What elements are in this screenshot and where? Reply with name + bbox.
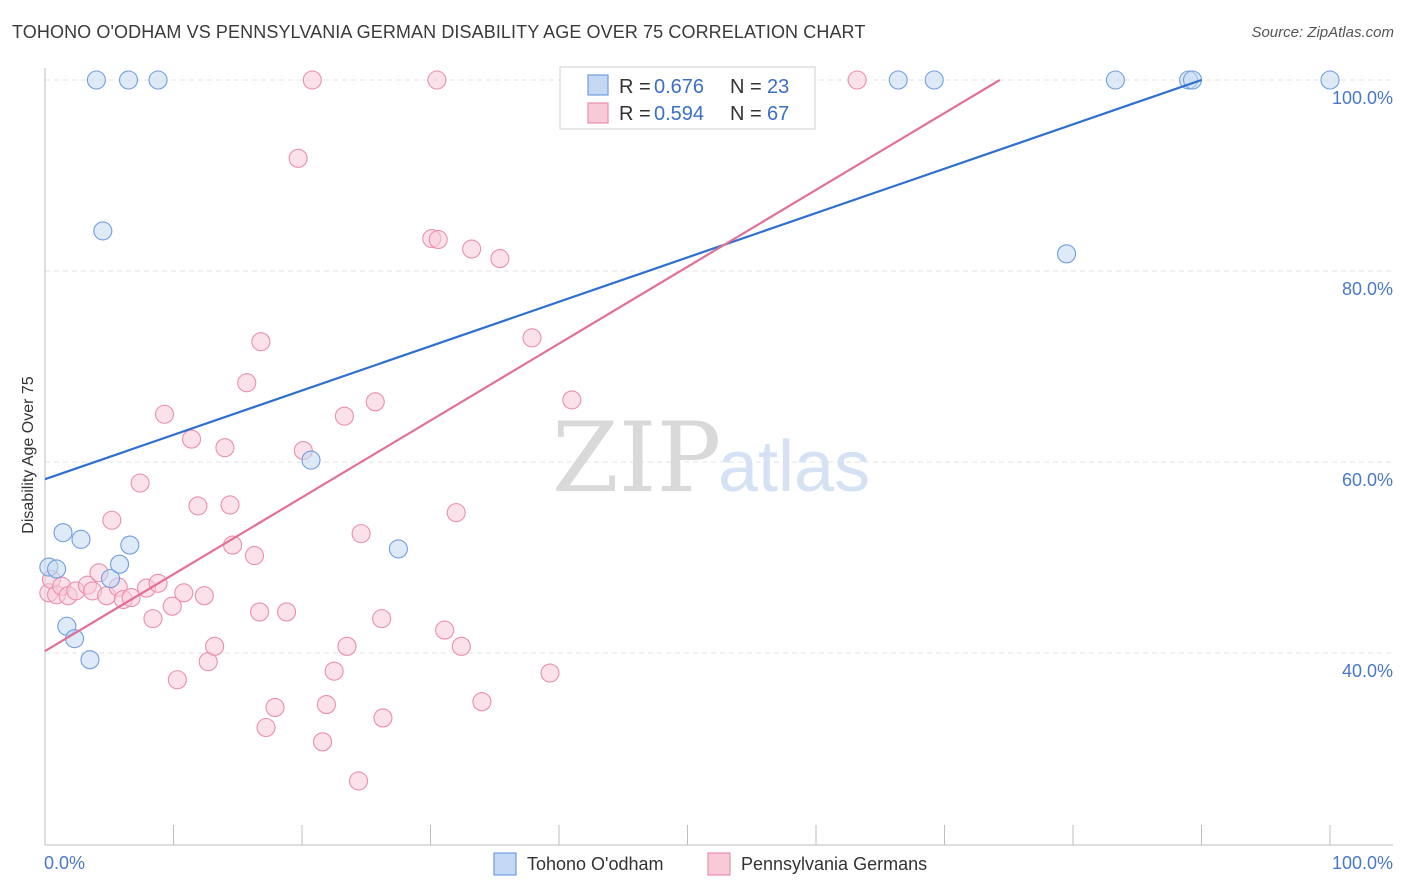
point-series1-54: [446, 503, 466, 523]
point-series1-39: [302, 70, 322, 90]
point-series1-61: [562, 390, 582, 410]
point-series0-19: [1105, 70, 1125, 90]
point-series0-14: [301, 450, 321, 470]
point-series1-35: [265, 697, 285, 717]
legend-swatch-penn-german: [587, 102, 609, 124]
point-series0-18: [1057, 244, 1077, 264]
point-series0-7: [86, 70, 106, 90]
point-series0-6: [80, 650, 100, 670]
point-series1-58: [490, 249, 510, 269]
y-tick-label-0: 40.0%: [1342, 661, 1393, 681]
chart-title: TOHONO O'ODHAM VS PENNSYLVANIA GERMAN DI…: [12, 22, 866, 42]
point-series1-52: [427, 70, 447, 90]
point-series1-37: [288, 148, 308, 168]
trend-lines: [44, 78, 1202, 653]
point-series1-31: [244, 546, 265, 566]
legend-n-value-penn-german: 67: [767, 103, 789, 125]
point-series1-48: [372, 609, 392, 629]
point-series1-41: [316, 695, 336, 715]
series-legend: Tohono O'odham Pennsylvania Germans: [493, 852, 927, 876]
point-series1-34: [256, 717, 276, 738]
point-series1-49: [373, 708, 393, 728]
point-series1-28: [220, 495, 240, 515]
point-series1-66: [847, 70, 867, 90]
legend-r-value-tohono: 0.676: [654, 76, 704, 98]
point-series1-16: [143, 609, 163, 629]
correlation-legend: R = 0.676 N = 23 R = 0.594 N = 67: [559, 66, 816, 130]
trend-line-series0: [44, 78, 1202, 481]
point-series1-26: [205, 636, 225, 656]
point-series1-32: [250, 602, 270, 622]
legend-swatch-tohono: [587, 74, 609, 96]
point-series0-5: [71, 529, 91, 549]
point-series1-51: [428, 229, 448, 250]
point-series0-2: [53, 523, 73, 543]
point-series0-11: [120, 535, 140, 555]
legend-r-label-tohono: R =: [619, 76, 651, 98]
y-tick-labels: 40.0% 60.0% 80.0% 100.0%: [1332, 88, 1393, 681]
series-legend-label-tohono: Tohono O'odham: [527, 854, 664, 874]
point-series1-33: [251, 332, 271, 352]
point-series1-20: [167, 670, 187, 690]
point-series1-47: [365, 392, 385, 412]
legend-r-value-penn-german: 0.594: [654, 103, 704, 125]
series-legend-label-penn-german: Pennsylvania Germans: [741, 854, 927, 874]
point-series1-42: [324, 661, 344, 681]
point-series1-23: [188, 496, 208, 516]
point-series0-13: [148, 70, 168, 90]
y-tick-label-2: 80.0%: [1342, 279, 1393, 299]
point-series0-8: [93, 221, 113, 241]
axes: [44, 68, 1393, 846]
legend-n-label-tohono: N =: [730, 76, 762, 98]
point-series1-14: [130, 473, 150, 493]
point-series1-21: [174, 583, 194, 603]
y-axis-label: Disability Age Over 75: [20, 376, 37, 534]
point-series1-53: [435, 620, 455, 640]
source-credit: Source: ZipAtlas.com: [1251, 24, 1394, 41]
point-series1-30: [237, 373, 257, 393]
point-series0-1: [47, 559, 67, 579]
point-series1-18: [154, 404, 175, 424]
legend-r-label-penn-german: R =: [619, 103, 651, 125]
point-series1-56: [462, 239, 482, 259]
point-series1-24: [194, 586, 214, 606]
point-series1-44: [337, 636, 357, 656]
point-series0-12: [118, 70, 139, 90]
point-series0-16: [888, 70, 908, 90]
point-series1-22: [181, 429, 202, 449]
point-series1-45: [348, 771, 369, 791]
point-series1-19: [162, 596, 182, 616]
watermark: ZIP atlas: [552, 402, 870, 514]
point-series1-46: [351, 524, 371, 544]
point-series0-22: [1320, 70, 1340, 90]
legend-n-label-penn-german: N =: [730, 103, 762, 125]
watermark-atlas: atlas: [718, 427, 870, 507]
point-series1-36: [277, 602, 297, 622]
legend-n-value-tohono: 23: [767, 76, 789, 98]
x-tick-label-right: 100.0%: [1332, 853, 1393, 873]
point-series1-57: [472, 692, 492, 712]
point-series1-59: [522, 328, 542, 348]
point-series1-43: [334, 406, 354, 426]
point-series1-55: [451, 636, 471, 656]
y-tick-label-3: 100.0%: [1332, 88, 1393, 108]
point-series1-60: [540, 663, 560, 683]
point-series1-40: [313, 732, 333, 752]
data-points: [39, 70, 1340, 791]
series-legend-swatch-penn-german: [707, 852, 731, 876]
series-legend-swatch-tohono: [493, 852, 517, 876]
point-series0-9: [100, 568, 121, 589]
point-series0-10: [109, 554, 130, 574]
y-tick-label-1: 60.0%: [1342, 470, 1393, 490]
point-series0-17: [924, 70, 944, 90]
point-series0-15: [388, 539, 408, 559]
x-tick-label-left: 0.0%: [44, 853, 85, 873]
watermark-zip: ZIP: [552, 402, 721, 514]
point-series1-27: [215, 438, 235, 458]
point-series1-10: [102, 510, 122, 530]
trend-line-series1: [44, 79, 1001, 653]
grid-lines: [45, 79, 1393, 654]
